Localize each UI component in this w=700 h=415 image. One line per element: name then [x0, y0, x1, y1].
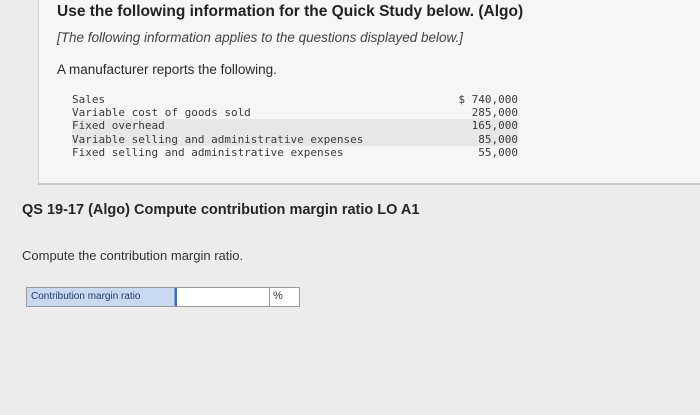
financial-data-table: Sales $ 740,000 Variable cost of goods s… [72, 93, 518, 159]
info-heading: Use the following information for the Qu… [57, 3, 524, 20]
row-label: Sales [72, 93, 106, 106]
row-value: $ 740,000 [458, 93, 518, 106]
info-panel [38, 0, 700, 185]
info-intro: A manufacturer reports the following. [57, 62, 277, 77]
answer-label: Contribution margin ratio [27, 288, 175, 306]
info-note: [The following information applies to th… [57, 30, 463, 45]
row-value: 285,000 [471, 106, 518, 120]
percent-unit: % [273, 290, 283, 302]
row-label: Variable cost of goods sold [72, 106, 251, 120]
table-row: Fixed overhead 165,000 [72, 119, 518, 133]
contribution-margin-ratio-input[interactable] [175, 288, 270, 306]
table-row: Sales $ 740,000 [72, 93, 518, 106]
row-label: Fixed selling and administrative expense… [72, 145, 344, 159]
question-title: QS 19-17 (Algo) Compute contribution mar… [22, 202, 420, 218]
table-row: Variable selling and administrative expe… [72, 132, 518, 146]
table-row: Variable cost of goods sold 285,000 [72, 106, 518, 119]
row-value: 85,000 [478, 132, 518, 146]
table-row: Fixed selling and administrative expense… [72, 146, 518, 159]
row-value: 55,000 [478, 145, 518, 159]
question-instruction: Compute the contribution margin ratio. [22, 248, 244, 263]
row-label: Fixed overhead [72, 119, 165, 133]
row-label: Variable selling and administrative expe… [72, 132, 364, 146]
answer-row: Contribution margin ratio % [26, 287, 300, 307]
row-value: 165,000 [471, 119, 518, 133]
